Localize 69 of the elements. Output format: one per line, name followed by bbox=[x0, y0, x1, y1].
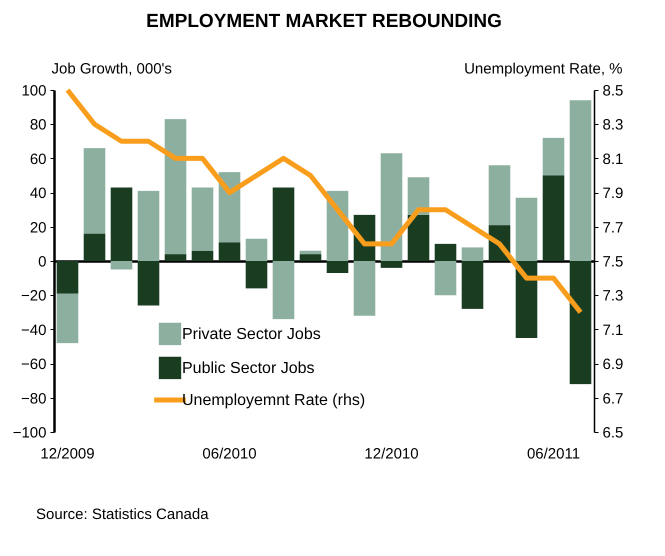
bar bbox=[542, 176, 564, 261]
y-axis-title: Job Growth, 000's bbox=[52, 60, 172, 78]
bar bbox=[218, 172, 240, 242]
y2-tick-label: 7.5 bbox=[602, 254, 624, 270]
y2-tick-label: 7.9 bbox=[602, 185, 624, 202]
bar bbox=[56, 261, 78, 294]
bar bbox=[192, 250, 214, 261]
y2-tick-label: 7.3 bbox=[602, 288, 624, 305]
x-tick-label: 12/2010 bbox=[364, 446, 419, 462]
bar bbox=[272, 261, 294, 320]
y-tick-label: −100 bbox=[12, 424, 46, 442]
y-tick-label: −40 bbox=[21, 322, 46, 339]
bar bbox=[84, 234, 106, 261]
x-tick-label: 12/2009 bbox=[40, 446, 95, 462]
y-tick-label: −20 bbox=[21, 288, 46, 305]
legend-label: Unemployemnt Rate (rhs) bbox=[182, 392, 366, 409]
y-tick-label: 80 bbox=[30, 116, 46, 134]
bar bbox=[516, 198, 538, 261]
legend-label: Public Sector Jobs bbox=[182, 360, 315, 377]
bar bbox=[488, 165, 510, 226]
bar bbox=[84, 148, 106, 234]
bar bbox=[380, 153, 402, 261]
bar bbox=[56, 293, 78, 344]
y2-tick-label: 7.7 bbox=[602, 219, 624, 236]
y2-tick-label: 6.5 bbox=[602, 424, 624, 442]
x-tick-label: 06/2011 bbox=[526, 446, 580, 462]
bar bbox=[218, 242, 240, 261]
y-tick-label: 60 bbox=[30, 150, 46, 168]
bar bbox=[138, 261, 160, 306]
bar bbox=[326, 261, 348, 273]
bar bbox=[408, 214, 430, 261]
y-tick-label: 20 bbox=[30, 219, 46, 236]
y2-axis-title: Unemployment Rate, % bbox=[464, 60, 622, 78]
y2-tick-label: 7.1 bbox=[602, 322, 624, 339]
bar bbox=[462, 261, 484, 309]
y-tick-label: 100 bbox=[21, 82, 46, 100]
y2-tick-label: 8.5 bbox=[602, 82, 624, 100]
bar bbox=[110, 261, 132, 270]
bar bbox=[300, 254, 322, 261]
y2-tick-label: 8.3 bbox=[602, 116, 624, 134]
source-note: Source: Statistics Canada bbox=[36, 506, 209, 523]
bar bbox=[570, 261, 592, 384]
bar bbox=[110, 187, 132, 261]
chart-title: EMPLOYMENT MARKET REBOUNDING bbox=[146, 11, 502, 32]
bar bbox=[434, 261, 456, 296]
bar bbox=[246, 238, 268, 261]
bar bbox=[434, 244, 456, 261]
bar bbox=[164, 119, 186, 254]
y2-tick-label: 6.7 bbox=[602, 390, 624, 408]
y2-tick-label: 8.1 bbox=[602, 150, 624, 168]
bar bbox=[272, 187, 294, 261]
y-tick-label: −80 bbox=[21, 390, 46, 408]
bar bbox=[246, 261, 268, 288]
bar bbox=[542, 138, 564, 176]
bar bbox=[462, 247, 484, 261]
x-tick-label: 06/2010 bbox=[202, 446, 257, 462]
bar bbox=[380, 261, 402, 268]
bar bbox=[570, 100, 592, 261]
bar bbox=[192, 187, 214, 251]
bar bbox=[138, 190, 160, 261]
bar bbox=[164, 254, 186, 261]
bar bbox=[516, 261, 538, 338]
bar bbox=[300, 250, 322, 254]
y-tick-label: 40 bbox=[30, 185, 46, 202]
y-tick-label: 0 bbox=[38, 254, 46, 270]
y-tick-label: −60 bbox=[21, 356, 46, 374]
bar bbox=[354, 261, 376, 316]
legend-label: Private Sector Jobs bbox=[182, 326, 321, 343]
y2-tick-label: 6.9 bbox=[602, 356, 624, 374]
